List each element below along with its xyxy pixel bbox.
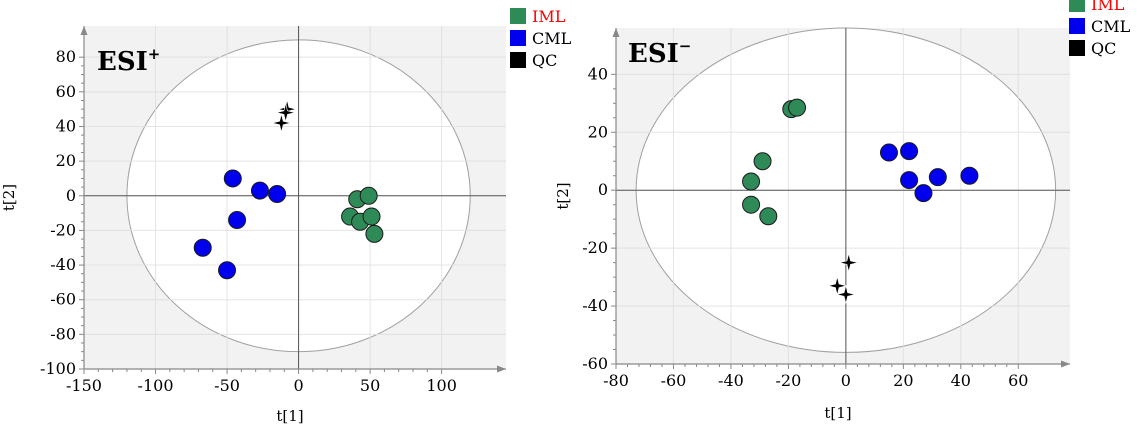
x-tick-label: 50 [360, 376, 380, 395]
esi-positive-plot: -150 -100 -50 0 50 100-100-80-60-40-200204060… [0, 26, 506, 425]
cml-point [223, 169, 242, 188]
legend-swatch-qc [1069, 40, 1085, 56]
cml-point [960, 166, 979, 185]
x-tick-label: 20 [893, 371, 913, 390]
x-tick-label: 0 [841, 371, 851, 390]
x-axis-arrow [497, 365, 506, 373]
x-tick-label: -150 [66, 376, 102, 395]
cml-point [928, 168, 947, 187]
iml-point [365, 224, 384, 243]
x-axis-arrow [1061, 360, 1070, 368]
x-axis-label: t[1] [824, 404, 851, 422]
x-axis-label: t[1] [276, 407, 303, 425]
y-tick-label: -20 [50, 220, 76, 239]
legend-label-cml: CML [532, 29, 572, 48]
x-tick-label: -100 [138, 376, 174, 395]
y-tick-label: 40 [588, 64, 608, 83]
x-tick-label: -80 [603, 371, 629, 390]
y-tick-label: 40 [56, 116, 76, 135]
y-tick-label: 0 [598, 180, 608, 199]
iml-point [359, 186, 378, 205]
cml-point [193, 238, 212, 257]
y-tick-label: -100 [40, 359, 76, 378]
legend-swatch-qc [510, 52, 526, 68]
legend-label-qc: QC [532, 51, 557, 70]
cml-point [900, 142, 919, 161]
x-tick-label: 40 [951, 371, 971, 390]
qc-point [272, 113, 291, 133]
panel-label-superscript: − [679, 37, 692, 55]
panel-label-superscript: + [148, 45, 161, 63]
y-tick-label: 0 [66, 186, 76, 205]
legend-esi-positive: IML CML QC [510, 7, 572, 70]
y-tick-label: 20 [588, 122, 608, 141]
y-tick-label: -40 [50, 255, 76, 274]
y-axis-label: t[2] [554, 182, 572, 209]
x-tick-label: -20 [776, 371, 802, 390]
iml-point [362, 207, 381, 226]
x-tick-label: -60 [661, 371, 687, 390]
legend-esi-negative: IML CML QC [1069, 0, 1131, 58]
x-tick-label: 100 [426, 376, 457, 395]
legend-swatch-cml [1069, 18, 1085, 34]
legend-label-iml: IML [1091, 0, 1125, 14]
cml-point [914, 184, 933, 203]
y-tick-label: 20 [56, 151, 76, 170]
x-tick-label: 60 [1008, 371, 1028, 390]
y-tick-label: 80 [56, 47, 76, 66]
y-tick-label: 60 [56, 82, 76, 101]
legend-label-iml: IML [532, 7, 566, 26]
y-axis-label: t[2] [0, 184, 18, 211]
x-tick-label: -50 [214, 376, 240, 395]
cml-point [228, 211, 247, 230]
iml-point [759, 207, 778, 226]
iml-point [742, 195, 761, 214]
y-tick-label: -60 [582, 354, 608, 373]
y-tick-label: -80 [50, 324, 76, 343]
iml-point [753, 152, 772, 171]
legend-swatch-cml [510, 30, 526, 46]
x-tick-label: 0 [293, 376, 303, 395]
esi-negative-plot: -80 -60 -40 -20 0 20 40 60-60-40-2002040t[1]t[2… [554, 27, 1070, 422]
iml-point [788, 98, 807, 117]
cml-point [218, 261, 237, 280]
x-tick-label: -40 [718, 371, 744, 390]
cml-point [268, 185, 287, 204]
y-tick-label: -40 [582, 296, 608, 315]
y-axis-arrow [612, 28, 620, 37]
qc-point [836, 285, 855, 304]
cml-point [900, 171, 919, 190]
cml-point [879, 143, 898, 162]
y-tick-label: -20 [582, 238, 608, 257]
legend-label-cml: CML [1091, 17, 1131, 36]
cml-point [250, 181, 269, 200]
qc-point [839, 253, 858, 272]
iml-point [742, 172, 761, 191]
legend-label-qc: QC [1091, 39, 1116, 58]
legend-swatch-iml [510, 8, 526, 24]
y-axis-arrow [80, 26, 88, 35]
y-tick-label: -60 [50, 290, 76, 309]
legend-swatch-iml [1069, 0, 1085, 12]
